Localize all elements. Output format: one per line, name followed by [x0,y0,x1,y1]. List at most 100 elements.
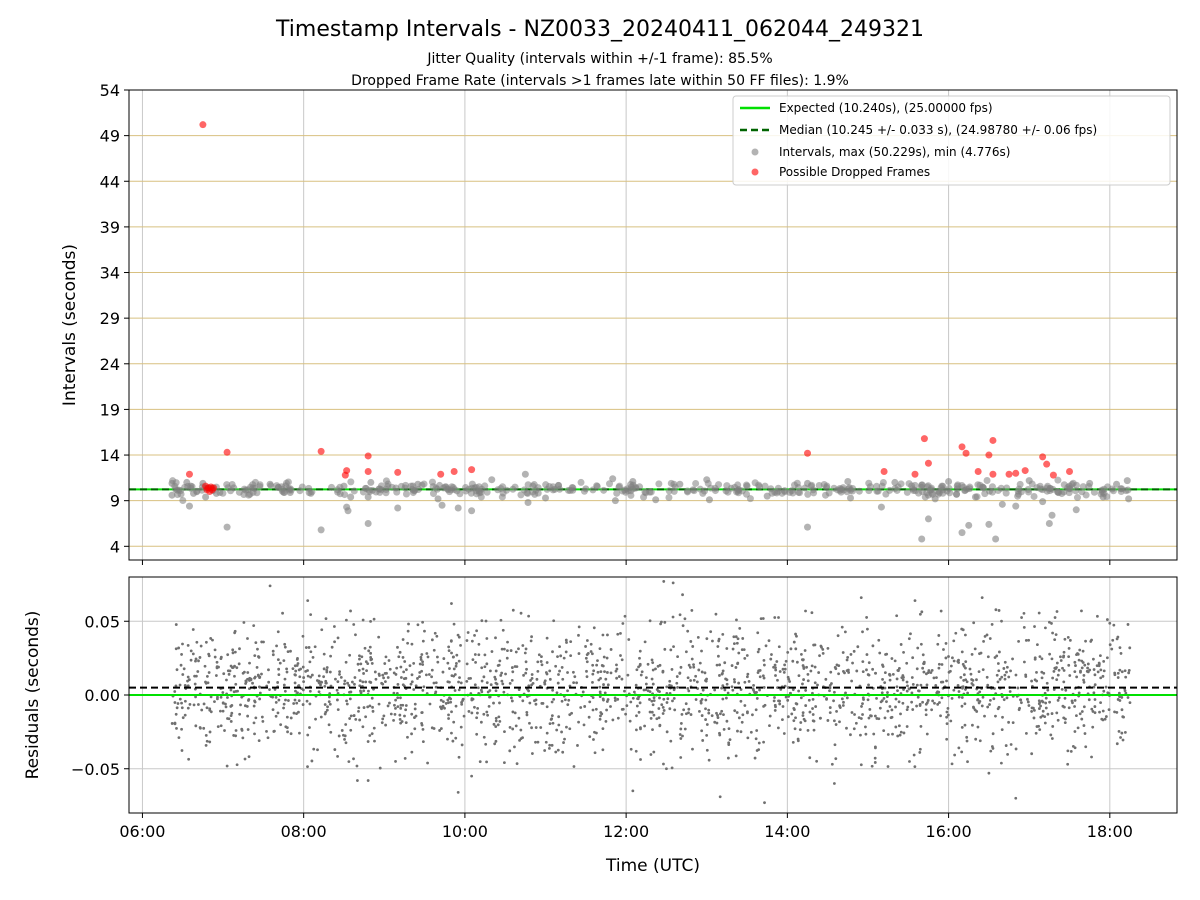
interval-point [468,507,476,515]
residual-point [456,633,460,637]
interval-point [577,478,585,486]
residual-point [399,676,403,679]
residual-point [282,702,286,706]
residual-point [271,695,274,699]
residual-point [634,728,638,732]
residual-point [719,712,722,716]
residual-point [868,708,872,711]
residual-point [207,671,211,674]
residual-point [494,689,498,693]
residual-point [398,718,402,721]
residual-point [333,640,336,644]
residual-point [731,647,735,651]
residual-point [347,760,351,764]
residual-point [365,669,368,673]
interval-point [928,489,936,497]
residual-point [388,701,391,705]
residual-point [260,672,263,676]
residual-point [978,699,982,703]
residual-point [293,698,297,702]
residual-point [455,662,458,665]
residual-point [396,705,400,708]
residual-point [590,652,594,656]
residual-point [930,668,934,672]
residual-point [370,732,374,736]
residual-point [392,671,396,675]
residual-point [650,710,654,714]
residual-point [733,642,736,646]
residual-point [377,702,381,706]
residual-point [588,735,592,739]
residual-point [950,762,954,766]
residual-point [753,756,757,760]
interval-point [449,483,457,491]
residual-point [754,737,758,741]
residual-point [811,707,814,710]
residual-point [241,736,245,740]
residual-point [828,711,832,715]
residual-point [369,619,372,623]
interval-point [891,478,899,486]
residual-point [651,728,654,732]
dropped-frame-point [364,467,372,475]
residual-point [256,647,259,651]
residual-point [1055,711,1059,715]
chart-title: Timestamp Intervals - NZ0033_20240411_06… [275,17,924,42]
residual-point [353,676,357,679]
residual-point [778,670,782,673]
residual-point [359,691,363,695]
residual-point [430,638,434,642]
residual-point [465,639,469,642]
residual-point [716,645,720,648]
residual-point [557,673,560,676]
intervals-y-tick-label: 34 [100,264,120,283]
residual-point [700,714,704,717]
residual-point [769,657,773,661]
residual-point [864,732,868,736]
residual-point [952,659,956,663]
residual-point [989,749,993,753]
residual-point [803,719,807,723]
residual-point [762,676,766,680]
residual-point [649,716,653,720]
interval-point [344,507,352,515]
residual-point [899,730,903,734]
residual-point [369,656,373,659]
residual-point [454,736,458,740]
interval-point [705,496,713,504]
residual-point [720,686,724,690]
residual-point [582,723,586,727]
residual-point [615,663,618,667]
residual-point [373,739,376,743]
residual-point [1069,749,1073,753]
residual-point [388,667,392,671]
interval-point [202,493,210,501]
residual-point [1059,659,1063,662]
residual-point [426,655,430,659]
residual-point [364,680,368,684]
residual-point [1090,755,1093,759]
residual-point [947,655,950,658]
residual-point [585,660,589,664]
residual-point [452,622,456,626]
residual-point [410,712,414,716]
residual-point [487,704,491,708]
residual-point [811,713,815,716]
residual-point [861,702,864,706]
residual-point [448,667,451,670]
interval-point [623,485,631,493]
residual-point [320,628,324,632]
residual-point [356,662,360,666]
residual-point [528,701,532,705]
residual-point [173,690,177,693]
residual-point [1038,655,1042,659]
residual-point [859,717,863,720]
residual-point [963,723,967,727]
dropped-frame-point [223,448,231,456]
interval-point [369,486,377,494]
residual-point [252,704,256,708]
residual-point [480,688,483,692]
residual-point [283,645,287,649]
residual-point [963,702,967,706]
interval-point [414,480,422,488]
